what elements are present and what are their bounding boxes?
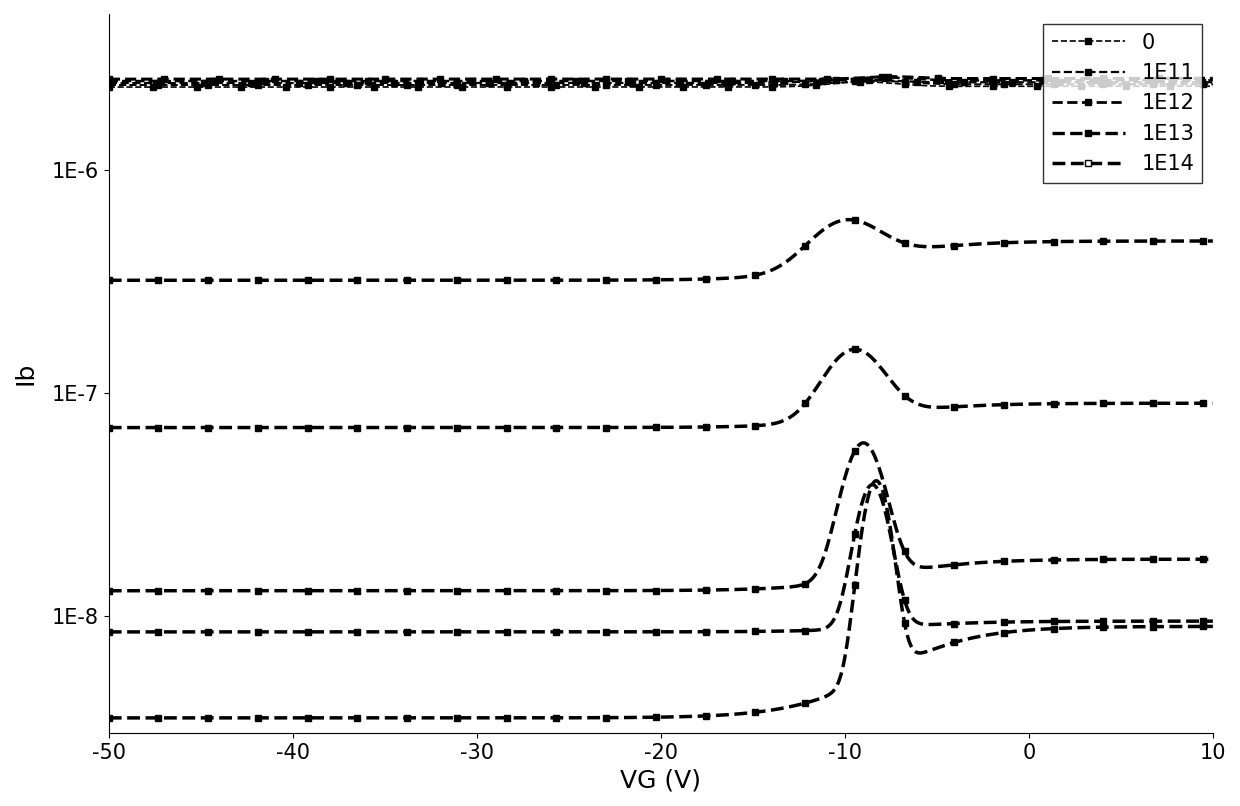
1E12 <box>215 77 229 86</box>
1E13 <box>983 73 998 83</box>
1E11 <box>983 77 998 87</box>
1E13 <box>215 74 229 84</box>
1E12 <box>859 73 874 83</box>
0 <box>102 82 117 92</box>
1E11 <box>588 78 603 88</box>
0 <box>215 82 229 92</box>
1E12 <box>588 77 603 86</box>
1E14 <box>215 713 229 723</box>
1E11 <box>1205 77 1220 87</box>
1E13 <box>1205 73 1220 83</box>
1E11 <box>215 78 229 88</box>
0 <box>548 82 563 92</box>
1E14 <box>963 634 978 643</box>
1E13 <box>588 74 603 84</box>
Line: 0: 0 <box>105 79 1215 89</box>
1E14 <box>983 629 998 639</box>
1E11 <box>861 75 875 85</box>
1E13 <box>859 73 874 82</box>
1E14 <box>102 713 117 723</box>
0 <box>983 81 998 91</box>
Line: 1E12: 1E12 <box>105 74 1216 85</box>
Line: 1E14: 1E14 <box>105 477 1216 721</box>
0 <box>588 82 603 92</box>
1E12 <box>983 76 998 85</box>
1E11 <box>102 78 117 88</box>
Line: 1E13: 1E13 <box>105 73 1216 83</box>
1E11 <box>548 78 563 88</box>
Line: 1E11: 1E11 <box>105 76 1216 86</box>
1E12 <box>963 76 978 85</box>
0 <box>861 77 875 87</box>
1E12 <box>548 77 563 86</box>
1E13 <box>963 73 978 83</box>
1E12 <box>875 73 890 82</box>
1E11 <box>963 77 978 87</box>
1E13 <box>102 74 117 84</box>
1E14 <box>859 497 874 507</box>
1E13 <box>548 74 563 84</box>
1E12 <box>1205 76 1220 85</box>
0 <box>1205 81 1220 91</box>
1E14 <box>588 713 603 722</box>
1E14 <box>548 713 563 723</box>
1E12 <box>102 77 117 86</box>
1E11 <box>848 75 863 85</box>
X-axis label: VG (V): VG (V) <box>620 768 702 792</box>
Legend: 0, 1E11, 1E12, 1E13, 1E14: 0, 1E11, 1E12, 1E13, 1E14 <box>1043 24 1203 183</box>
1E13 <box>885 72 900 81</box>
0 <box>856 77 870 87</box>
1E14 <box>1205 621 1220 631</box>
1E14 <box>868 476 883 485</box>
0 <box>963 81 978 91</box>
Y-axis label: Ib: Ib <box>14 362 38 385</box>
